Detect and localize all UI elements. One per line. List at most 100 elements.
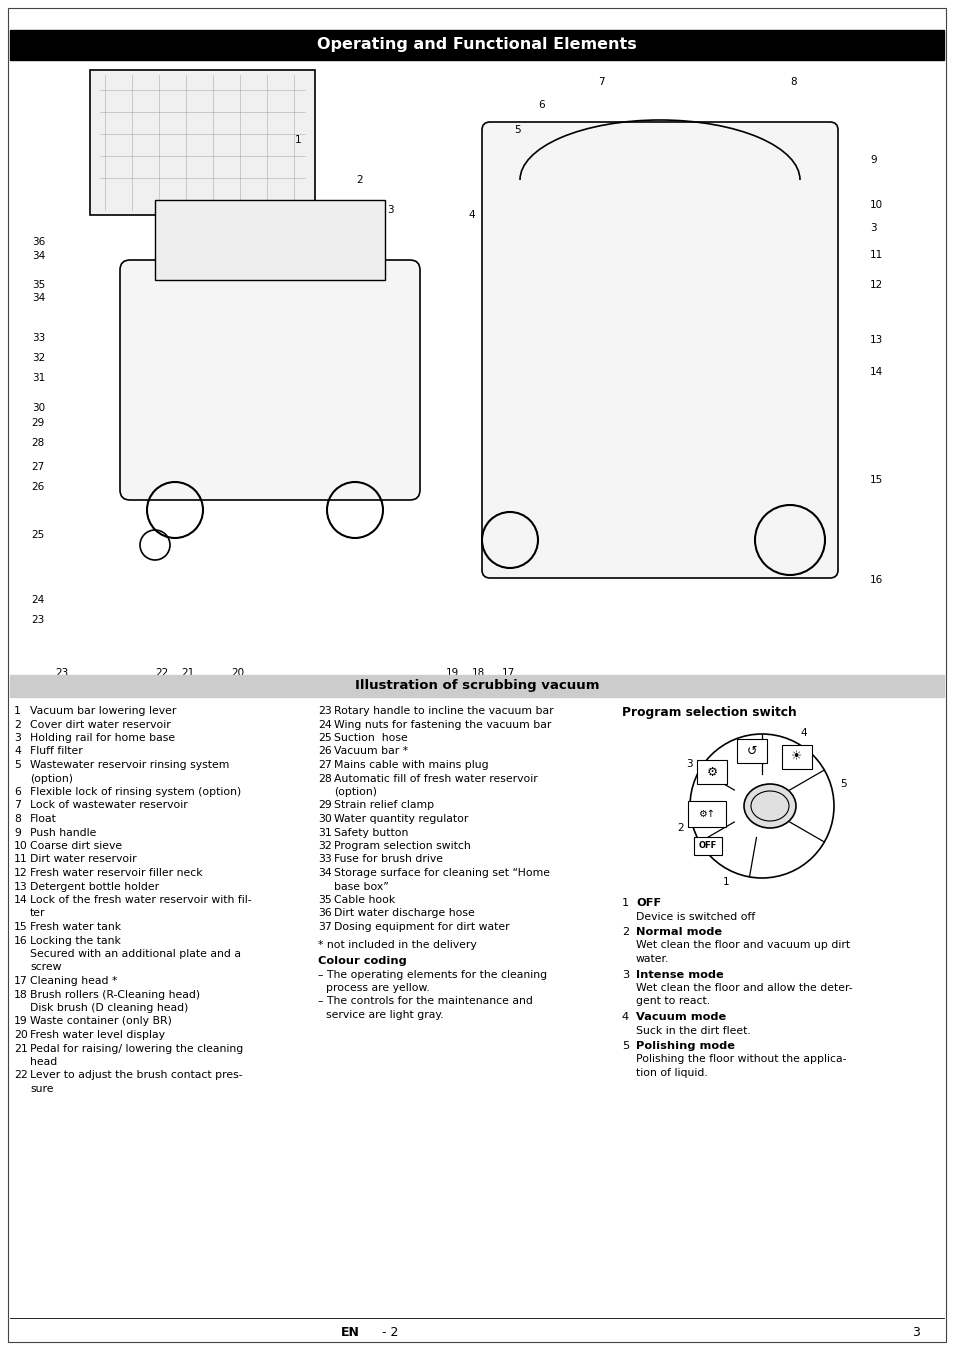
Text: 21: 21 xyxy=(14,1044,28,1053)
Text: 14: 14 xyxy=(14,895,28,905)
Text: Disk brush (D cleaning head): Disk brush (D cleaning head) xyxy=(30,1003,188,1012)
Text: Rotary handle to incline the vacuum bar: Rotary handle to incline the vacuum bar xyxy=(334,706,553,716)
Text: 15: 15 xyxy=(14,922,28,931)
Text: Mains cable with mains plug: Mains cable with mains plug xyxy=(334,760,488,770)
Text: 37: 37 xyxy=(317,922,332,931)
Text: Wing nuts for fastening the vacuum bar: Wing nuts for fastening the vacuum bar xyxy=(334,720,551,729)
Text: Operating and Functional Elements: Operating and Functional Elements xyxy=(316,38,637,53)
Text: 32: 32 xyxy=(317,841,332,850)
Text: ⚙: ⚙ xyxy=(705,765,717,779)
FancyBboxPatch shape xyxy=(781,745,811,769)
Text: 31: 31 xyxy=(31,373,45,383)
Text: head: head xyxy=(30,1057,57,1066)
Text: Polishing the floor without the applica-: Polishing the floor without the applica- xyxy=(636,1054,845,1065)
Text: 14: 14 xyxy=(869,367,882,377)
Text: Safety button: Safety button xyxy=(334,828,408,837)
Text: 10: 10 xyxy=(869,200,882,211)
Text: * not included in the delivery: * not included in the delivery xyxy=(317,940,476,949)
Text: Locking the tank: Locking the tank xyxy=(30,936,121,945)
Text: screw: screw xyxy=(30,963,61,972)
Ellipse shape xyxy=(743,784,795,828)
Text: (option): (option) xyxy=(334,787,376,796)
Text: 7: 7 xyxy=(14,801,21,810)
Text: 30: 30 xyxy=(317,814,332,824)
Text: ☀: ☀ xyxy=(791,751,801,764)
Text: 1: 1 xyxy=(621,898,629,909)
Text: 34: 34 xyxy=(317,868,332,878)
Text: 19: 19 xyxy=(14,1017,28,1026)
Text: 2: 2 xyxy=(14,720,21,729)
Text: 2: 2 xyxy=(677,822,683,833)
Text: 3: 3 xyxy=(911,1326,919,1338)
Text: Cover dirt water reservoir: Cover dirt water reservoir xyxy=(30,720,171,729)
Text: Secured with an additional plate and a: Secured with an additional plate and a xyxy=(30,949,241,958)
Text: 8: 8 xyxy=(789,77,796,86)
Text: 8: 8 xyxy=(14,814,21,824)
Text: service are light gray.: service are light gray. xyxy=(326,1010,443,1021)
Text: 6: 6 xyxy=(537,100,544,109)
Text: process are yellow.: process are yellow. xyxy=(326,983,429,994)
Text: sure: sure xyxy=(30,1084,53,1094)
Text: Automatic fill of fresh water reservoir: Automatic fill of fresh water reservoir xyxy=(334,774,537,783)
Text: 1: 1 xyxy=(294,135,301,144)
Text: 27: 27 xyxy=(31,462,45,472)
Text: 5: 5 xyxy=(14,760,21,770)
Text: 13: 13 xyxy=(14,882,28,891)
Text: Fresh water reservoir filler neck: Fresh water reservoir filler neck xyxy=(30,868,202,878)
Text: Detergent bottle holder: Detergent bottle holder xyxy=(30,882,159,891)
Text: Fluff filter: Fluff filter xyxy=(30,747,83,756)
Text: 2: 2 xyxy=(621,927,628,937)
Text: Strain relief clamp: Strain relief clamp xyxy=(334,801,434,810)
Text: Flexible lock of rinsing system (option): Flexible lock of rinsing system (option) xyxy=(30,787,241,796)
Text: Coarse dirt sieve: Coarse dirt sieve xyxy=(30,841,122,850)
Text: OFF: OFF xyxy=(699,841,717,850)
Text: 4: 4 xyxy=(14,747,21,756)
FancyBboxPatch shape xyxy=(737,738,766,763)
Text: Pedal for raising/ lowering the cleaning: Pedal for raising/ lowering the cleaning xyxy=(30,1044,243,1053)
Text: – The operating elements for the cleaning: – The operating elements for the cleanin… xyxy=(317,969,547,980)
Text: 26: 26 xyxy=(317,747,332,756)
FancyBboxPatch shape xyxy=(687,801,725,828)
Text: 3: 3 xyxy=(621,969,629,980)
Text: 3: 3 xyxy=(869,223,876,234)
Bar xyxy=(10,30,943,59)
Text: Vacuum mode: Vacuum mode xyxy=(636,1012,725,1022)
Text: Wastewater reservoir rinsing system: Wastewater reservoir rinsing system xyxy=(30,760,229,770)
FancyBboxPatch shape xyxy=(693,837,721,855)
Text: 1: 1 xyxy=(722,878,729,887)
Text: Polishing mode: Polishing mode xyxy=(636,1041,734,1052)
Text: Lever to adjust the brush contact pres-: Lever to adjust the brush contact pres- xyxy=(30,1071,242,1080)
Text: Cleaning head *: Cleaning head * xyxy=(30,976,117,986)
Text: 33: 33 xyxy=(317,855,332,864)
Text: Vacuum bar *: Vacuum bar * xyxy=(334,747,408,756)
Bar xyxy=(90,70,314,215)
Text: 7: 7 xyxy=(598,77,604,86)
Text: 31: 31 xyxy=(317,828,332,837)
Text: Fuse for brush drive: Fuse for brush drive xyxy=(334,855,442,864)
Text: 3: 3 xyxy=(685,759,692,769)
Text: 4: 4 xyxy=(800,728,806,738)
Text: - 2: - 2 xyxy=(381,1326,397,1338)
Text: Normal mode: Normal mode xyxy=(636,927,721,937)
Text: Holding rail for home base: Holding rail for home base xyxy=(30,733,175,743)
Bar xyxy=(154,200,385,279)
Text: water.: water. xyxy=(636,954,669,964)
Text: (option): (option) xyxy=(30,774,73,783)
Text: 1: 1 xyxy=(14,706,21,716)
Text: 24: 24 xyxy=(31,595,45,605)
Text: gent to react.: gent to react. xyxy=(636,996,709,1007)
Text: 20: 20 xyxy=(232,668,244,678)
Text: 26: 26 xyxy=(31,482,45,491)
Text: Storage surface for cleaning set “Home: Storage surface for cleaning set “Home xyxy=(334,868,550,878)
Text: 27: 27 xyxy=(317,760,332,770)
Text: Cable hook: Cable hook xyxy=(334,895,395,905)
Text: 34: 34 xyxy=(31,293,45,302)
Text: 16: 16 xyxy=(14,936,28,945)
Text: 36: 36 xyxy=(31,238,45,247)
Text: 25: 25 xyxy=(317,733,332,743)
Text: 11: 11 xyxy=(869,250,882,261)
Text: Lock of wastewater reservoir: Lock of wastewater reservoir xyxy=(30,801,188,810)
Text: 36: 36 xyxy=(317,909,332,918)
Text: Float: Float xyxy=(30,814,57,824)
Text: 32: 32 xyxy=(31,352,45,363)
